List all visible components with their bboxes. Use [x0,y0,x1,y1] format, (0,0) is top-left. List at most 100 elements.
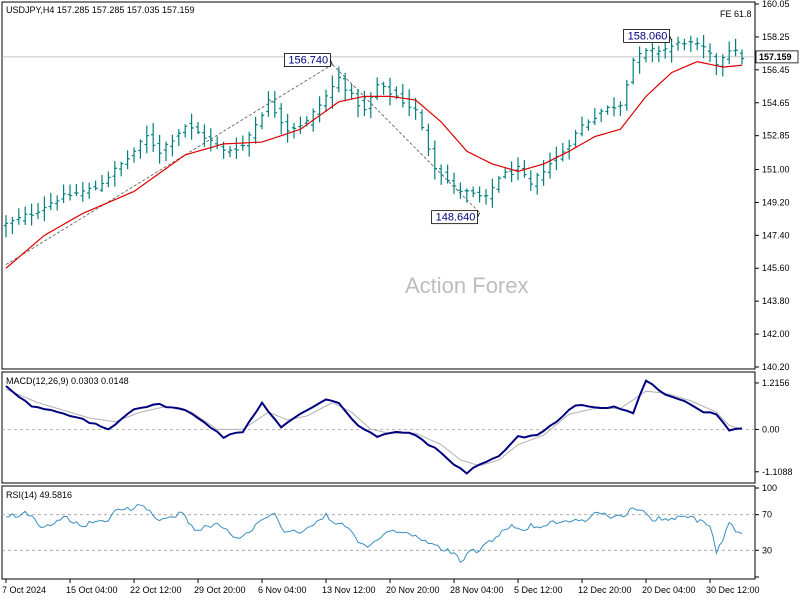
price-tick-label: 149.20 [762,197,790,207]
price-bar [624,79,629,111]
price-bar [189,113,194,140]
price-bar [163,141,169,162]
price-bar [483,189,489,205]
price-bar [3,215,9,238]
price-bar [637,46,642,74]
price-bar [35,203,41,220]
macd-lines [5,379,743,475]
watermark: Action Forex [405,273,529,298]
price-tick-label: 147.40 [762,230,790,240]
price-bar [445,164,450,184]
price-panel-frame [1,1,756,370]
price-bar [247,131,252,157]
price-annotation: 158.060 [623,28,672,43]
macd-axis: 1.2156 0.00 -1.1088 [755,378,793,477]
time-tick-label: 20 Nov 20:00 [386,585,440,595]
price-bar [688,35,693,53]
price-bar [599,108,604,123]
price-bar [682,38,687,51]
price-bar [343,72,348,102]
price-bar [279,103,284,135]
rsi-tick-label: 30 [762,545,772,555]
price-bar [535,172,540,195]
price-bar [439,164,444,185]
price-annotations: 156.740 148.640 158.060 [283,28,672,225]
price-tick-label: 152.85 [762,131,790,141]
price-bar [349,84,354,99]
annotation-label: 156.740 [288,55,328,67]
price-bar [29,203,34,226]
rsi-tick-label: 100 [762,483,777,493]
price-bar [80,182,85,202]
annotation-label: 148.640 [436,212,476,224]
price-bar [202,124,207,147]
price-bar [727,41,732,65]
price-bar [567,139,572,160]
macd-tick-label: 0.00 [762,424,780,434]
price-tick-label: 140.20 [762,362,790,372]
rsi-line [5,504,743,564]
time-tick-label: 6 Nov 04:00 [258,585,307,595]
rsi-tick-label: 70 [762,510,772,520]
price-bar [67,184,73,201]
price-bar [471,186,476,198]
price-bar [87,182,92,199]
time-tick-label: 30 Dec 12:00 [706,585,760,595]
price-bar [496,175,501,193]
time-tick-label: 20 Dec 04:00 [642,585,696,595]
price-bar [669,38,674,63]
price-bar [432,140,437,180]
price-bar [119,161,124,177]
price-bar [138,139,143,159]
price-bar [707,43,713,63]
price-bar [55,195,60,211]
symbol-header: USDJPY,H4 157.285 157.285 157.035 157.15… [6,5,195,15]
price-bar [253,116,258,144]
price-bar [93,180,98,191]
price-bar [227,146,233,158]
price-bar [266,91,271,117]
annotation-box [283,53,331,67]
price-bar [413,97,418,120]
time-axis: 7 Oct 2024 15 Oct 04:00 22 Oct 12:00 29 Oct… [2,579,760,595]
price-bar [631,57,636,85]
price-bar [74,184,79,196]
price-bar [419,109,425,131]
price-bar [426,123,431,156]
price-bar [701,34,706,59]
macd-tick-label: 1.2156 [762,378,790,388]
price-bar [739,49,745,65]
price-bar [663,42,668,59]
price-bar [611,97,617,117]
price-bar [285,114,290,143]
time-tick-label: 7 Oct 2024 [2,585,46,595]
price-trendlines [2,56,755,265]
price-tick-label: 158.25 [762,32,790,42]
time-tick-label: 13 Nov 12:00 [322,585,376,595]
price-bar [176,129,181,147]
price-bar [99,174,105,193]
price-bar [170,134,175,157]
current-price-box [755,50,799,64]
price-bar [509,161,514,183]
price-bar [362,90,367,117]
price-bar [323,89,329,113]
price-bar [464,188,469,203]
price-bar [643,48,649,63]
price-bar [503,167,508,179]
price-annotation: 148.640 [431,210,480,225]
price-bar [195,122,201,135]
rsi-lines [5,504,743,564]
macd-panel-frame [1,371,756,484]
price-bar [355,89,361,118]
price-bar [618,101,623,116]
price-bar [112,161,117,187]
price-bar [336,66,341,93]
price-bar [733,38,738,57]
price-bar [317,96,322,123]
price-bar [490,178,495,208]
price-bar [381,81,386,95]
rsi-title: RSI(14) 49.5816 [6,490,72,500]
